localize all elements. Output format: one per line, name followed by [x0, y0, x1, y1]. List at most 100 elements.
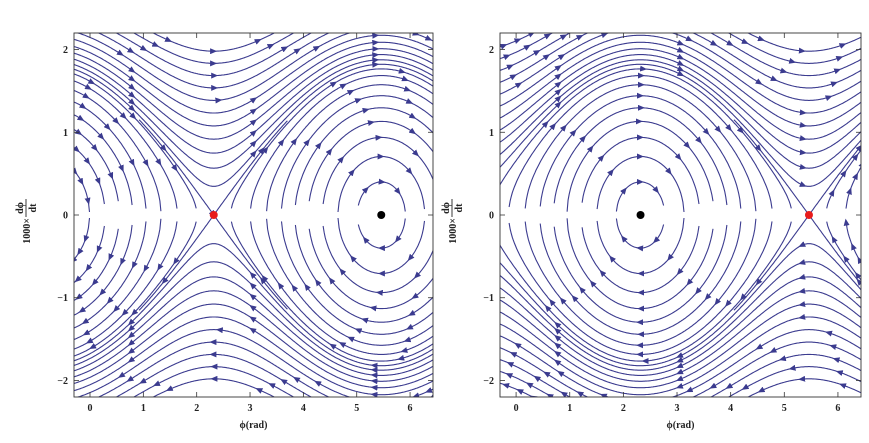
- streamline: [115, 33, 313, 77]
- saddle-point-marker: [804, 211, 813, 219]
- left-y-label-numerator: dϕ: [15, 202, 26, 214]
- right-x-ticks: 0 1 2 3 4 5 6: [514, 33, 840, 414]
- left-x-ticks: 0 1 2 3 4 5 6: [88, 33, 413, 414]
- y-tick-label: −1: [57, 293, 68, 304]
- right-equilibria: [636, 211, 813, 219]
- center-point-marker: [636, 211, 645, 219]
- stream-arrow: [429, 31, 430, 32]
- streamline: [152, 33, 276, 52]
- streamline: [74, 128, 119, 202]
- x-tick-label: 0: [514, 403, 519, 414]
- left-y-axis-label: dϕ 1000× dt: [15, 199, 39, 244]
- streamline: [308, 228, 433, 310]
- streamline: [337, 217, 426, 275]
- left-streamlines: [74, 31, 433, 397]
- y-tick-label: 1: [63, 128, 68, 139]
- streamline: [727, 366, 861, 397]
- x-tick-label: 4: [728, 403, 733, 414]
- y-tick-label: 0: [63, 211, 68, 222]
- streamline: [596, 155, 685, 213]
- y-tick-label: 0: [489, 211, 494, 222]
- saddle-point-marker: [209, 211, 218, 219]
- streamline: [566, 218, 714, 310]
- streamline: [132, 33, 295, 64]
- streamline: [230, 221, 433, 362]
- x-tick-label: 1: [141, 403, 146, 414]
- streamline: [615, 218, 665, 249]
- streamline: [74, 73, 197, 209]
- y-tick-label: −2: [57, 376, 68, 387]
- left-y-label-prefix: 1000×: [22, 218, 33, 244]
- streamline: [97, 33, 330, 89]
- x-tick-label: 6: [835, 403, 840, 414]
- streamline: [97, 341, 330, 397]
- right-y-label-denominator: dt: [454, 203, 465, 213]
- stream-arrow: [74, 255, 78, 264]
- right-phase-portrait: 0 1 2 3 4 5 6 −2 −1 0 1 2 ϕ(rad) dϕ 1000× dt: [441, 32, 863, 431]
- right-y-axis-label: dϕ 1000× dt: [441, 199, 465, 244]
- right-y-label-prefix: 1000×: [448, 218, 459, 244]
- streamline: [566, 120, 714, 212]
- streamline: [596, 217, 685, 275]
- x-tick-label: 1: [567, 403, 572, 414]
- streamline: [132, 366, 295, 397]
- streamline: [500, 33, 534, 48]
- streamline: [76, 329, 352, 397]
- stream-arrow: [428, 393, 433, 397]
- right-streamlines: [500, 33, 863, 397]
- streamline: [862, 219, 863, 229]
- streamline: [308, 120, 433, 202]
- streamline: [357, 181, 406, 212]
- y-tick-label: 2: [63, 45, 68, 56]
- streamline: [115, 353, 313, 397]
- streamline: [74, 221, 197, 357]
- streamline: [826, 149, 861, 209]
- right-y-ticks: −2 −1 0 1 2: [483, 45, 861, 387]
- x-tick-label: 2: [194, 403, 199, 414]
- streamline: [727, 33, 861, 64]
- x-tick-label: 4: [301, 403, 306, 414]
- streamline: [152, 378, 276, 397]
- left-phase-portrait: 0 1 2 3 4 5 6 −2 −1 0 1 2 ϕ(rad) dϕ 1000× dt: [15, 31, 434, 431]
- streamline: [862, 201, 863, 211]
- x-tick-label: 0: [88, 403, 93, 414]
- streamline: [826, 221, 861, 281]
- y-tick-label: −1: [483, 293, 494, 304]
- streamline: [500, 221, 792, 362]
- streamline: [747, 378, 861, 397]
- streamline: [74, 48, 433, 140]
- right-x-axis-label: ϕ(rad): [667, 420, 695, 431]
- left-y-ticks: −2 −1 0 1 2: [57, 45, 433, 387]
- streamline: [615, 181, 665, 212]
- x-tick-label: 6: [408, 403, 413, 414]
- streamline: [74, 228, 119, 302]
- streamline: [322, 225, 433, 294]
- left-x-axis-label: ϕ(rad): [240, 420, 268, 431]
- left-y-label-denominator: dt: [28, 203, 39, 213]
- streamline: [845, 166, 861, 209]
- streamline: [411, 33, 433, 42]
- x-tick-label: 5: [782, 403, 787, 414]
- right-y-label-numerator: dϕ: [441, 202, 452, 214]
- streamline: [322, 136, 433, 205]
- streamline: [230, 68, 433, 209]
- x-tick-label: 2: [621, 403, 626, 414]
- streamline: [74, 290, 433, 382]
- center-point-marker: [377, 211, 386, 219]
- streamline: [357, 218, 406, 249]
- y-tick-label: 2: [489, 45, 494, 56]
- streamline: [747, 33, 861, 52]
- streamline: [500, 33, 571, 71]
- y-tick-label: −2: [483, 376, 494, 387]
- streamline: [500, 382, 534, 397]
- streamline: [500, 359, 571, 397]
- streamline: [411, 388, 433, 397]
- x-tick-label: 5: [354, 403, 359, 414]
- streamline: [500, 68, 792, 209]
- streamline: [845, 221, 861, 264]
- stream-arrow: [858, 160, 861, 169]
- streamline: [76, 33, 352, 101]
- y-tick-label: 1: [489, 128, 494, 139]
- x-tick-label: 3: [248, 403, 253, 414]
